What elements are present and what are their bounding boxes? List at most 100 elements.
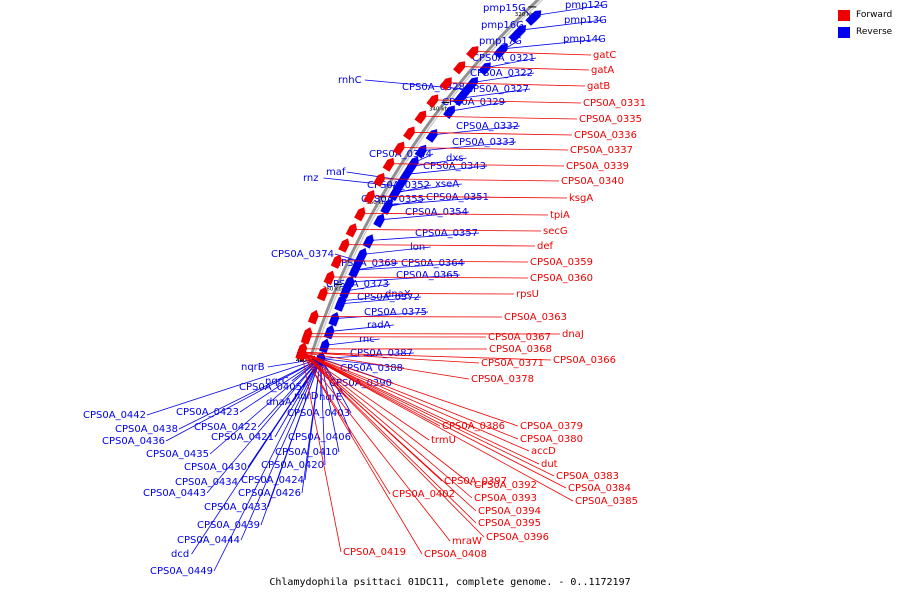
gene-leader-dxs — [411, 157, 467, 167]
gene-label-pmp14g: pmp14G — [563, 34, 606, 45]
gene-leader-pmp14g — [503, 38, 603, 50]
gene-label-cps0a-0449: CPS0A_0449 — [150, 566, 213, 577]
gene-label-cps0a-0435: CPS0A_0435 — [146, 449, 209, 460]
legend-forward: Forward — [838, 8, 892, 22]
gene-label-cps0a-0408: CPS0A_0408 — [424, 549, 487, 560]
gene-leader-pmp12g — [536, 4, 605, 16]
tick-label: 360 kbp — [366, 200, 389, 206]
gene-leader-cps0a-0393 — [301, 352, 473, 499]
gene-leader-cps0a-0438 — [178, 358, 321, 430]
gene-label-cps0a-0395: CPS0A_0395 — [478, 518, 541, 529]
gene-label-cps0a-0355: CPS0A_0355 — [361, 194, 424, 205]
gene-label-maf: maf — [326, 167, 346, 178]
gene-leader-rada — [329, 324, 394, 332]
gene-feature-pmp13g — [513, 25, 527, 38]
gene-leader-cps0a-0351 — [388, 196, 491, 206]
gene-label-cps0a-0421: CPS0A_0421 — [211, 432, 274, 443]
gene-leader-cps0a-0378 — [301, 351, 470, 380]
gene-leader-cps0a-0322 — [473, 72, 535, 83]
gene-leader-rpsu — [323, 292, 515, 295]
gene-label-mraw: mraW — [452, 536, 482, 547]
gene-feature-cps0a-0321 — [478, 62, 491, 76]
gene-leader-cps0a-0355 — [387, 198, 426, 208]
gene-label-ksga: ksgA — [569, 193, 593, 204]
gene-leader-ksga — [370, 195, 568, 199]
gene-feature-gatc — [466, 46, 479, 60]
gene-label-cps0a-0442: CPS0A_0442 — [83, 410, 146, 421]
gene-label-cps0a-0383: CPS0A_0383 — [556, 471, 619, 482]
gene-label-cps0a-0357: CPS0A_0357 — [415, 228, 478, 239]
gene-label-cps0a-0405: CPS0A_0405 — [239, 382, 302, 393]
gene-feature-cps0a-0367 — [300, 330, 312, 345]
gene-feature-cps0a-0331 — [426, 94, 439, 108]
gene-leader-cps0a-0372 — [340, 296, 422, 305]
tick-label: 380 kbp — [323, 287, 346, 293]
gene-leader-cps0a-0436 — [165, 358, 321, 442]
gene-label-cps0a-0379: CPS0A_0379 — [520, 421, 583, 432]
gene-feature-rada — [323, 324, 335, 340]
gene-leader-cps0a-0340 — [380, 178, 560, 182]
gene-label-cps0a-0327: CPS0A_0327 — [466, 84, 529, 95]
gene-leader-dut — [301, 351, 540, 465]
gene-label-cps0a-0434: CPS0A_0434 — [175, 477, 238, 488]
gene-label-cps0a-0436: CPS0A_0436 — [102, 436, 165, 447]
gene-label-nqre: nqrE — [319, 392, 342, 403]
gene-leader-gatb — [447, 82, 586, 87]
gene-leader-cps0a-0337 — [400, 147, 569, 151]
gene-label-xsea: xseA — [435, 179, 459, 190]
gene-label-accd: accD — [531, 446, 556, 457]
gene-leader-cps0a-0435 — [209, 358, 321, 455]
gene-leader-cps0a-0408 — [301, 352, 423, 555]
gene-label-secg: secG — [543, 226, 568, 237]
gene-label-cps0a-0430: CPS0A_0430 — [184, 462, 247, 473]
gene-feature-cps0a-0339 — [382, 157, 395, 172]
gene-label-cps0a-0364: CPS0A_0364 — [401, 258, 464, 269]
gene-leader-cps0a-0354 — [380, 211, 470, 221]
gene-label-cps0a-0444: CPS0A_0444 — [177, 535, 240, 546]
gene-feature-cps0a-0333 — [414, 144, 427, 159]
gene-label-cps0a-0423: CPS0A_0423 — [176, 407, 239, 418]
gene-label-cps0a-0385: CPS0A_0385 — [575, 496, 638, 507]
gene-leader-cps0a-0423 — [239, 358, 321, 413]
gene-feature-ksga — [363, 189, 375, 205]
gene-leader-cps0a-0422 — [257, 358, 321, 428]
gene-label-pmp15g: pmp15G — [483, 3, 526, 14]
gene-leader-cps0a-0419 — [301, 352, 342, 553]
gene-label-cps0a-0426: CPS0A_0426 — [238, 488, 301, 499]
gene-feature-cps0a-0375 — [328, 312, 340, 327]
gene-leader-cps0a-0443 — [206, 358, 321, 494]
gene-leader-rnc — [325, 338, 380, 346]
gene-label-cps0a-0352: CPS0A_0352 — [367, 180, 430, 191]
gene-label-cps0a-0354: CPS0A_0354 — [405, 207, 468, 218]
gene-feature-maf — [395, 174, 408, 189]
gene-feature-cps0a-0372 — [334, 297, 346, 312]
gene-leader-cps0a-0380 — [301, 351, 519, 440]
gene-label-cps0a-0367: CPS0A_0367 — [488, 332, 551, 343]
gene-label-rpsu: rpsU — [516, 289, 539, 300]
gene-label-cps0a-0375: CPS0A_0375 — [364, 307, 427, 318]
legend-forward-label: Forward — [856, 10, 893, 20]
gene-leader-trmu — [301, 352, 430, 441]
gene-leader-cps0a-0343 — [406, 165, 488, 175]
gene-leader-def — [344, 244, 536, 247]
gene-label-cps0a-0439: CPS0A_0439 — [197, 520, 260, 531]
gene-label-cps0a-0328: CPS0A_0328 — [402, 82, 465, 93]
gene-label-cps0a-0396: CPS0A_0396 — [486, 532, 549, 543]
gene-label-cps0a-0329: CPS0A_0329 — [442, 97, 505, 108]
gene-leader-lon — [362, 246, 431, 255]
gene-feature-cps0a-0364 — [348, 263, 360, 279]
gene-leader-cps0a-0383 — [301, 351, 555, 477]
gene-label-dxs: dxs — [446, 153, 463, 164]
gene-label-cps0a-0374: CPS0A_0374 — [271, 249, 334, 260]
gene-label-pmp17g: pmp17G — [479, 36, 522, 47]
tick-label: 340 kbp — [429, 107, 452, 113]
gene-leader-cps0a-0327 — [460, 88, 531, 99]
gene-label-cps0a-0388: CPS0A_0388 — [340, 363, 403, 374]
gene-label-cps0a-0403: CPS0A_0403 — [287, 408, 350, 419]
gene-leader-cps0a-0333 — [422, 141, 517, 151]
tick-label: 320 kbp — [515, 12, 538, 18]
gene-label-cps0a-0393: CPS0A_0393 — [474, 493, 537, 504]
gene-feature-cps0a-0373 — [339, 284, 351, 299]
gene-leader-cps0a-0359 — [337, 260, 529, 263]
